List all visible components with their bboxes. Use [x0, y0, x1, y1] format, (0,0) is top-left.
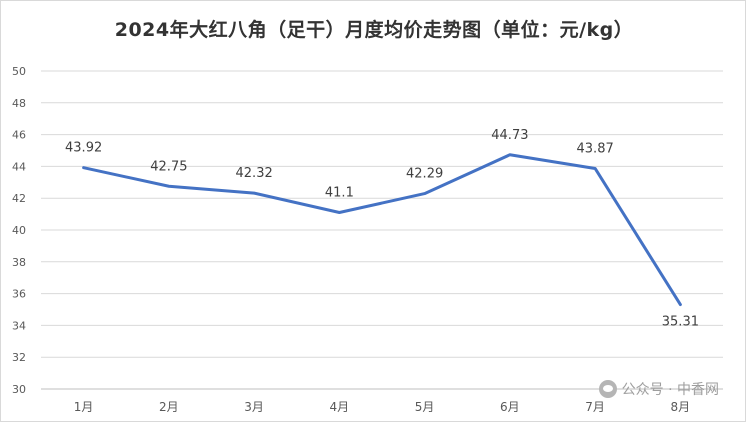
data-label: 43.87 [577, 141, 614, 156]
data-label: 41.1 [325, 186, 354, 201]
x-tick-label: 8月 [671, 400, 691, 414]
x-tick-label: 1月 [74, 400, 94, 414]
x-tick-label: 4月 [330, 400, 350, 414]
chart-title: 2024年大红八角（足干）月度均价走势图（单位：元/kg） [114, 19, 634, 41]
data-labels: 43.92 42.75 42.32 41.1 42.29 44.73 43.87 35.31 [65, 128, 699, 330]
x-tick-label: 5月 [415, 400, 435, 414]
x-tick-label: 6月 [500, 400, 520, 414]
data-label: 35.31 [662, 315, 699, 330]
wechat-icon [598, 380, 617, 398]
series-line [82, 153, 682, 307]
data-label: 42.29 [406, 167, 443, 182]
y-tick-label: 40 [12, 224, 26, 237]
axis-labels: 30 32 34 36 38 40 42 44 46 48 50 1月 2月 3月 4月 5月 6月 7月 8月 [12, 65, 690, 414]
data-label: 42.75 [150, 159, 187, 174]
y-tick-label: 32 [12, 351, 26, 364]
y-tick-label: 36 [12, 288, 26, 301]
y-tick-label: 48 [12, 97, 26, 110]
x-tick-label: 7月 [585, 400, 605, 414]
gridlines [41, 70, 723, 390]
series-layer [82, 153, 682, 307]
watermark: 公众号 · 中香网 [598, 379, 719, 399]
y-tick-label: 50 [12, 65, 26, 78]
y-tick-label: 30 [12, 383, 26, 396]
data-label: 44.73 [491, 128, 528, 143]
data-label: 43.92 [65, 141, 102, 156]
y-tick-label: 34 [12, 319, 26, 332]
y-tick-label: 38 [12, 256, 26, 269]
data-label: 42.32 [236, 166, 273, 181]
x-tick-label: 3月 [244, 400, 264, 414]
watermark-text: 公众号 · 中香网 [621, 382, 719, 398]
x-tick-label: 2月 [159, 400, 179, 414]
y-tick-label: 46 [12, 129, 26, 142]
y-tick-label: 44 [12, 160, 26, 173]
y-tick-label: 42 [12, 192, 26, 205]
